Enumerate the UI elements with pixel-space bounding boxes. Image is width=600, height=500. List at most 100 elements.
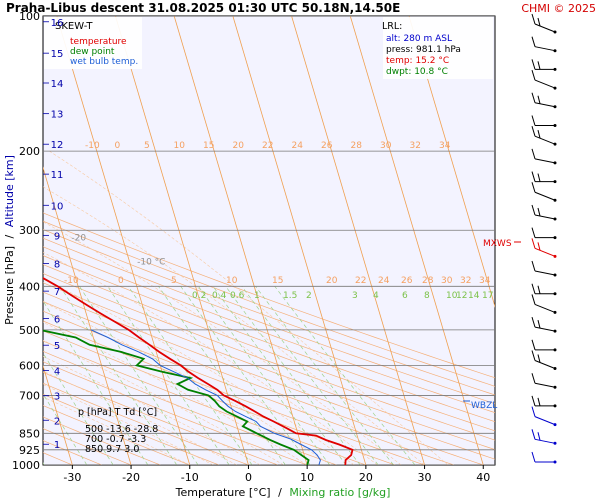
mixing-ratio-label: 20 xyxy=(497,291,509,301)
x-axis-title: Temperature [°C] / Mixing ratio [g/kg] xyxy=(175,486,391,499)
altitude-tick-label: 2 xyxy=(54,416,60,427)
wind-barb-staff xyxy=(534,135,556,145)
wind-barb xyxy=(531,395,557,408)
wind-barb xyxy=(531,429,557,445)
mixing-ratio-label: 3 xyxy=(352,291,358,301)
mixing-ratio-label: 10 xyxy=(446,291,458,301)
wind-barb-staff xyxy=(534,382,556,388)
y-axis-title: Pressure [hPa] / Altitude [km] xyxy=(3,155,16,325)
wind-barb-flag xyxy=(531,13,536,25)
moist-adiabat xyxy=(43,370,237,465)
mixing-ratio-label: 0.2 xyxy=(192,291,206,301)
wind-barb-staff xyxy=(534,23,556,33)
wind-barb xyxy=(531,451,557,464)
wind-barb-flag xyxy=(531,350,536,361)
altitude-tick-label: 10 xyxy=(51,201,64,212)
adiabat-label: 10 xyxy=(174,141,186,151)
wind-barb-flag xyxy=(537,95,541,104)
adiabat-label-low: 5 xyxy=(171,276,177,286)
legend-temperature: temperature xyxy=(70,37,127,47)
wind-barb-flag xyxy=(531,429,536,440)
wind-barb xyxy=(531,13,557,34)
wind-barb-dot xyxy=(553,86,557,90)
isotherm xyxy=(232,16,367,465)
altitude-tick-label: 1 xyxy=(54,440,60,451)
mixing-ratio-label: 17 xyxy=(482,291,493,301)
altitude-tick-label: 12 xyxy=(51,140,64,151)
pressure-tick-label: 300 xyxy=(19,224,40,237)
pressure-tick-label: 850 xyxy=(19,427,40,440)
pressure-tick-labels: 100 200 300 400 500 600 700 850 925 1000 xyxy=(12,10,40,472)
wind-barb-flag xyxy=(537,17,541,27)
wind-barb-dot xyxy=(553,385,557,389)
lrl-title: LRL: xyxy=(382,21,402,32)
wind-barb-flag xyxy=(531,148,536,160)
dry-adiabat xyxy=(43,212,495,379)
wind-barb-dot xyxy=(553,310,557,314)
chart-title: Praha-Libus descent 31.08.2025 01:30 UTC… xyxy=(6,1,400,15)
mixing-ratio-line xyxy=(43,300,149,465)
temperature-tick-label: 40 xyxy=(476,471,490,484)
adiabat-label: -10 xyxy=(85,141,100,151)
wind-barb xyxy=(531,59,557,71)
adiabat-label-low: 0 xyxy=(118,276,124,286)
pressure-tick-label: 100 xyxy=(19,10,40,23)
isotherm-label: -10 °C xyxy=(137,257,165,267)
lrl-panel: LRL: alt: 280 m ASL press: 981.1 hPa tem… xyxy=(382,17,493,79)
lrl-temp: temp: 15.2 °C xyxy=(386,56,449,66)
dry-adiabat xyxy=(43,220,495,387)
dry-adiabat xyxy=(43,246,495,414)
wind-barb-flag xyxy=(531,182,536,193)
adiabat-label-low: 30 xyxy=(441,276,453,286)
adiabat-label: 28 xyxy=(351,141,363,151)
wind-barb-flag xyxy=(531,204,536,216)
pressure-tick-label: 400 xyxy=(19,280,40,293)
isotherm xyxy=(43,166,132,465)
mixing-ratio-label: 25 xyxy=(516,291,527,301)
wind-barb-dot xyxy=(553,292,557,296)
wind-barb-flag xyxy=(531,316,536,328)
adiabat-label: 32 xyxy=(410,141,421,151)
wind-barb-dot xyxy=(553,105,557,109)
wind-barb-flag xyxy=(531,406,536,417)
temperature-tick-labels: -30 -20 -10 0 10 20 30 40 xyxy=(63,465,490,484)
mixing-ratio-label: 6 xyxy=(402,291,408,301)
temperature-tick-label: 20 xyxy=(359,471,373,484)
wind-barb-flag xyxy=(531,260,536,272)
wind-barb-flag xyxy=(537,242,541,251)
altitude-tick-label: 15 xyxy=(51,49,64,60)
wind-barb xyxy=(531,283,557,296)
pressure-tick-label: 600 xyxy=(19,359,40,372)
adiabat-label-low: 24 xyxy=(378,276,390,286)
wind-barb-flag xyxy=(531,339,536,350)
pressure-tick-label: 1000 xyxy=(12,459,40,472)
wind-barb-flag xyxy=(531,294,536,305)
mixing-ratio-label: 1.5 xyxy=(283,291,297,301)
wind-barb-flag xyxy=(537,320,541,329)
adiabat-label-low: 15 xyxy=(272,276,283,286)
isotherm xyxy=(0,16,14,465)
wind-barb-flag xyxy=(531,283,536,294)
altitude-tick-label: 16 xyxy=(51,18,64,29)
x-axis-title-temp: Temperature [°C] xyxy=(175,486,271,499)
adiabat-label-low: 20 xyxy=(326,276,338,286)
series-dew-point-line xyxy=(43,329,310,465)
wind-barb-dot xyxy=(553,254,557,258)
wind-barb-staff xyxy=(534,416,556,426)
mixing-ratio-label: 2 xyxy=(306,291,312,301)
wind-barb-flag xyxy=(531,227,536,238)
adiabat-label: 24 xyxy=(292,141,304,151)
wind-barb-flag xyxy=(531,373,536,384)
wind-barb xyxy=(531,182,557,202)
wind-barb-flag xyxy=(531,126,536,137)
isotherm xyxy=(43,364,73,465)
wind-barb-flag xyxy=(537,397,541,407)
wind-barb xyxy=(531,171,557,184)
svg-text:Pressure [hPa] / A: Pressure [hPa] / Altitude [km] xyxy=(3,155,16,325)
wind-barb xyxy=(531,238,557,258)
altitude-tick-label: 11 xyxy=(51,170,64,181)
temperature-tick-label: 0 xyxy=(245,471,252,484)
svg-text:Temperature [°C] /: Temperature [°C] / Mixing ratio [g/kg] xyxy=(175,486,391,499)
wind-barb xyxy=(531,260,557,277)
plot-area xyxy=(42,15,496,466)
